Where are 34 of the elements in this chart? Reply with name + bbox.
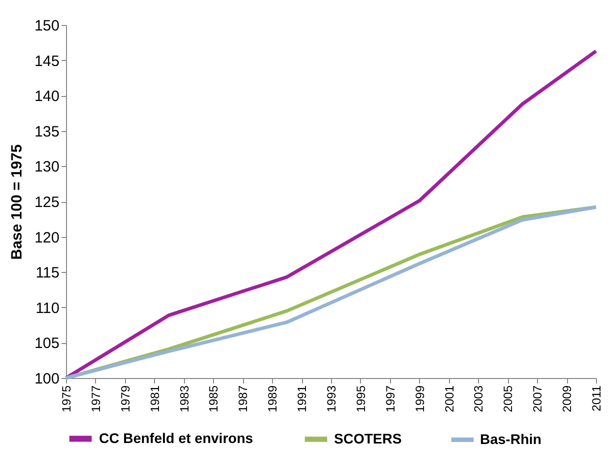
x-tick-label: 1981: [148, 385, 162, 412]
x-tick-label: 1991: [295, 385, 310, 412]
x-tick-label: 1993: [324, 385, 338, 412]
x-tick-label: 1995: [354, 385, 368, 412]
x-tick-label: 1983: [177, 385, 192, 412]
y-axis-title: Base 100 = 1975: [8, 144, 26, 260]
x-tick-label: 1989: [266, 385, 280, 412]
y-tick-label: 110: [36, 300, 60, 317]
y-tick-label: 150: [34, 18, 60, 34]
x-tick-label: 2007: [530, 385, 545, 412]
y-tick-label: 135: [34, 123, 60, 140]
x-tick-label: 1977: [88, 385, 103, 412]
x-tick-label: 2001: [442, 385, 456, 412]
legend-label: Bas-Rhin: [480, 430, 542, 447]
x-tick-label: 1987: [236, 385, 250, 412]
x-tick-label: 1985: [206, 385, 221, 412]
x-tick-label: 2003: [472, 385, 486, 412]
y-tick-label: 130: [34, 158, 60, 176]
y-tick-label: 115: [36, 264, 60, 282]
y-tick-label: 145: [34, 52, 60, 70]
y-tick-label: 125: [34, 194, 60, 211]
x-tick-label: 1979: [118, 385, 132, 412]
x-tick-label: 1999: [412, 385, 427, 412]
x-tick-label: 1997: [383, 385, 398, 412]
y-tick-label: 120: [34, 229, 60, 246]
legend-label: CC Benfeld et environs: [99, 430, 254, 446]
x-tick-label: 2009: [560, 385, 574, 412]
y-tick-label: 140: [34, 88, 60, 106]
legend-label: SCOTERS: [334, 430, 402, 446]
x-tick-label: 2011: [590, 385, 604, 412]
y-tick-label: 100: [34, 370, 60, 388]
x-tick-label: 2005: [501, 385, 516, 412]
x-tick-label: 1975: [60, 385, 74, 412]
y-tick-label: 105: [34, 335, 60, 352]
